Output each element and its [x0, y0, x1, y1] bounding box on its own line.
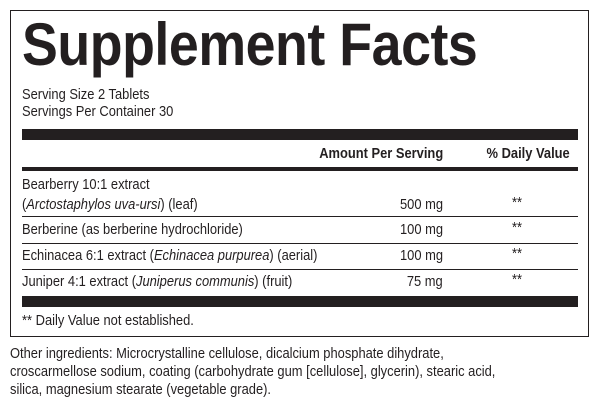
panel-title: Supplement Facts: [22, 11, 478, 78]
ingredient-daily-value: **: [512, 245, 523, 262]
other-ingredients-line: croscarmellose sodium, coating (carbohyd…: [10, 363, 496, 380]
ingredient-amount: 100 mg: [399, 247, 443, 264]
header-amount-per-serving: Amount Per Serving: [318, 145, 443, 162]
header-daily-value: % Daily Value: [486, 145, 570, 162]
ingredient-daily-value: **: [512, 219, 523, 236]
ingredient-latin-line: (Arctostaphylos uva-ursi) (leaf): [22, 196, 198, 213]
medium-divider: [22, 167, 578, 171]
row-divider: [22, 269, 578, 270]
thick-divider: [22, 129, 578, 140]
ingredient-daily-value: **: [512, 194, 523, 211]
serving-size: Serving Size 2 Tablets: [22, 86, 150, 103]
ingredient-name: Berberine (as berberine hydrochloride): [22, 221, 243, 238]
other-ingredients-line: Other ingredients: Microcrystalline cell…: [10, 345, 444, 362]
ingredient-amount: 75 mg: [407, 273, 443, 290]
supplement-facts-panel: [10, 10, 589, 337]
ingredient-name: Juniper 4:1 extract (Juniperus communis)…: [22, 273, 293, 290]
ingredient-daily-value: **: [512, 271, 523, 288]
ingredient-amount: 500 mg: [399, 196, 443, 213]
ingredient-amount: 100 mg: [399, 221, 443, 238]
ingredient-name: Bearberry 10:1 extract: [22, 176, 150, 193]
ingredient-name: Echinacea 6:1 extract (Echinacea purpure…: [22, 247, 318, 264]
footnote: ** Daily Value not established.: [22, 312, 194, 329]
row-divider: [22, 216, 578, 217]
row-divider: [22, 243, 578, 244]
servings-per-container: Servings Per Container 30: [22, 103, 174, 120]
other-ingredients-line: silica, magnesium stearate (vegetable gr…: [10, 381, 272, 398]
thick-divider: [22, 296, 578, 307]
